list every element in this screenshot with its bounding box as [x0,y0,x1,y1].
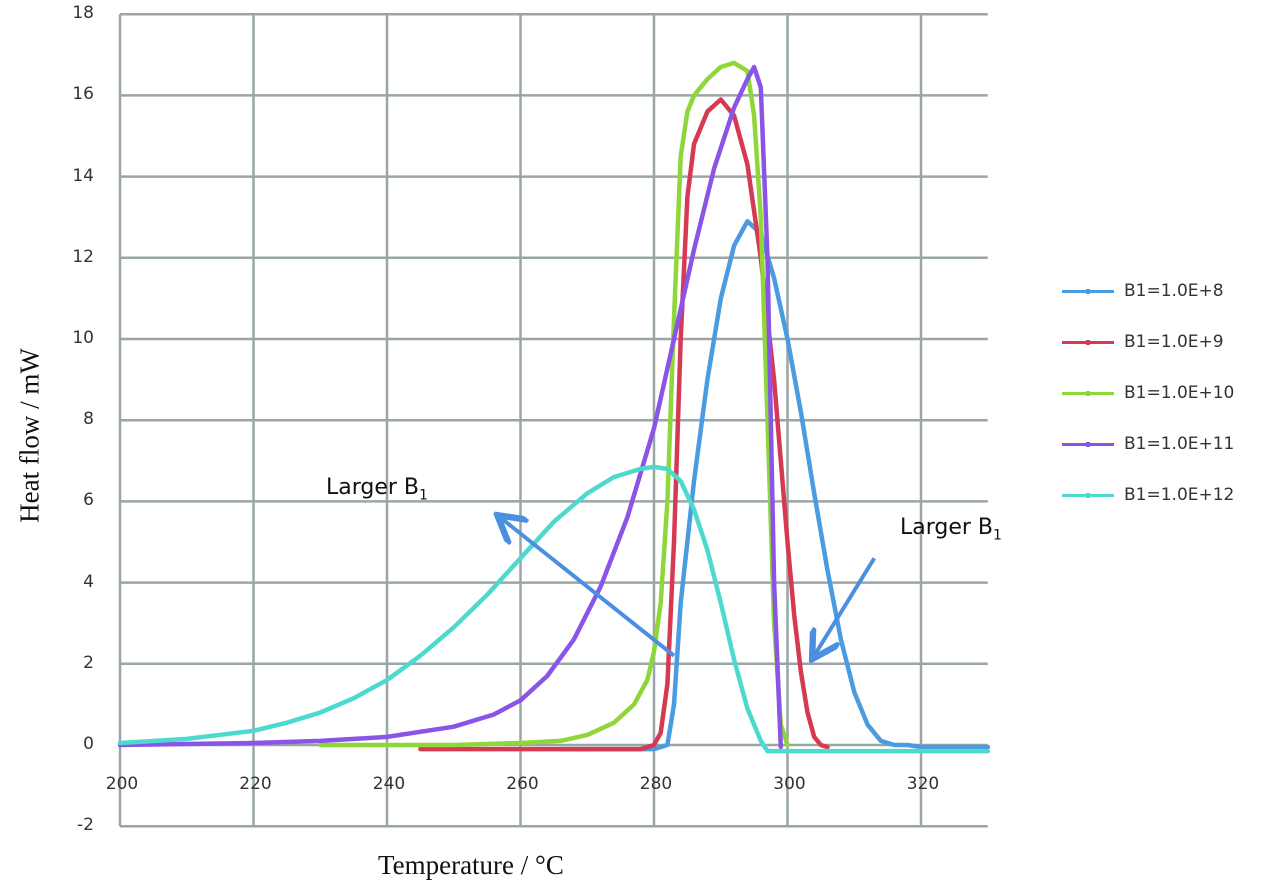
x-tick-label: 200 [105,774,139,794]
series-line [117,464,991,754]
annotation-right-subscript: 1 [993,527,1002,544]
x-tick-label: 260 [506,774,539,794]
x-tick-label: 280 [639,774,673,794]
y-tick-label: 8 [83,409,94,430]
x-axis-title: Temperature / °C [378,850,564,880]
annotation-right-text: Larger B [900,515,994,540]
annotation-arrow-icon [500,518,676,658]
series-line [418,97,830,752]
y-tick-label: 16 [72,84,94,105]
y-tick-label: 14 [72,165,94,186]
series-line [558,219,991,752]
legend-label: B1=1.0E+10 [1124,383,1235,403]
legend-label: B1=1.0E+12 [1124,485,1235,505]
y-tick-label: 0 [83,734,94,754]
x-tick-label: 300 [773,774,806,794]
y-tick-label: 12 [72,246,94,267]
annotation-left-text: Larger B [326,475,420,500]
x-tick-label: 220 [239,774,272,794]
data-series [117,60,991,754]
legend-label: B1=1.0E+8 [1124,281,1224,301]
y-tick-label: 6 [83,490,94,511]
annotation-arrows [500,518,876,658]
legend-label: B1=1.0E+9 [1124,332,1224,352]
legend-item-b1-1e10: B1=1.0E+10 [1062,382,1234,404]
legend-label: B1=1.0E+11 [1124,434,1235,454]
series-line [117,64,784,750]
legend-item-b1-1e8: B1=1.0E+8 [1062,280,1224,302]
y-tick-label: 10 [72,328,94,348]
legend-swatch-icon [1062,492,1114,498]
legend-swatch-icon [1062,288,1114,294]
legend-swatch-icon [1062,390,1114,396]
y-tick-label: -2 [77,815,94,836]
legend-item-b1-1e12: B1=1.0E+12 [1062,484,1234,506]
legend-swatch-icon [1062,441,1114,447]
x-tick-label: 240 [372,774,406,794]
annotation-left-subscript: 1 [419,487,428,504]
y-tick-label: 2 [83,652,94,673]
y-tick-label: 4 [83,571,94,592]
grid-lines [118,12,988,828]
annotation-left: Larger B1 [326,475,428,503]
legend-item-b1-1e9: B1=1.0E+9 [1062,331,1224,353]
legend-item-b1-1e11: B1=1.0E+11 [1062,433,1234,455]
y-tick-label: 18 [72,3,94,24]
annotation-arrow-icon [814,557,876,655]
series-line [318,60,790,748]
legend-swatch-icon [1062,339,1114,345]
y-axis-title: Heat flow / mW [14,348,45,523]
x-tick-label: 320 [906,774,940,794]
annotation-right: Larger B1 [900,515,1002,543]
